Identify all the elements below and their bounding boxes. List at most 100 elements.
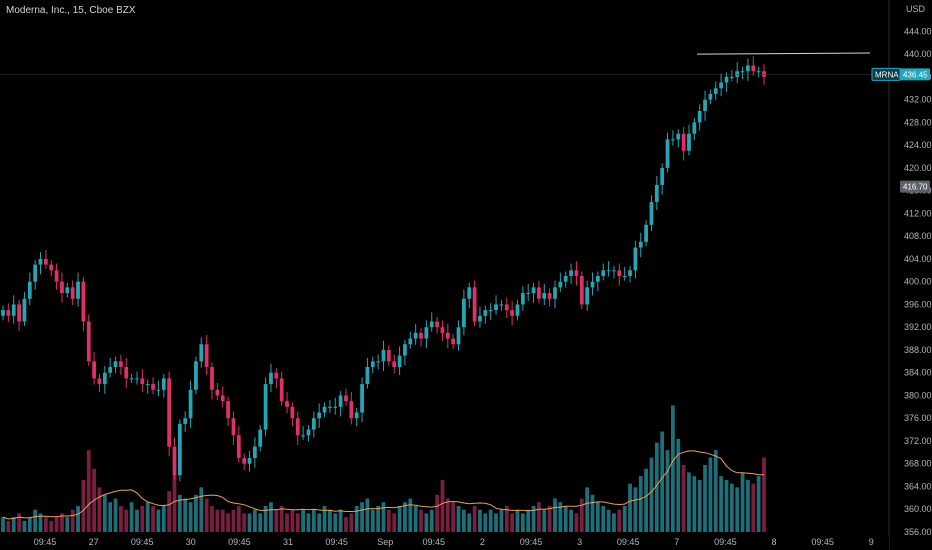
candle-body bbox=[740, 71, 745, 73]
candle-body bbox=[724, 76, 729, 83]
volume-bar bbox=[167, 491, 172, 532]
volume-bar bbox=[751, 483, 756, 532]
volume-bar bbox=[102, 494, 107, 532]
price-tick-label: 444.00 bbox=[904, 26, 932, 36]
volume-bar bbox=[660, 431, 665, 532]
candle-body bbox=[676, 133, 681, 140]
candle-body bbox=[172, 446, 177, 476]
volume-bar bbox=[306, 513, 311, 532]
candle-body bbox=[435, 321, 439, 328]
volume-bar bbox=[585, 487, 590, 532]
volume-bar bbox=[547, 505, 552, 532]
time-axis-panel[interactable] bbox=[0, 535, 889, 550]
candle-body bbox=[301, 435, 305, 437]
candle-body bbox=[365, 367, 370, 385]
candle-body bbox=[204, 344, 209, 368]
volume-bar bbox=[654, 442, 659, 532]
volume-bar bbox=[301, 509, 305, 532]
volume-bar bbox=[328, 509, 332, 532]
volume-bar bbox=[633, 487, 638, 532]
volume-bar bbox=[161, 505, 166, 532]
price-tick-label: 356.00 bbox=[904, 527, 932, 537]
volume-bar bbox=[713, 450, 718, 532]
symbol-tag-label: MRNA bbox=[875, 70, 899, 79]
candle-body bbox=[360, 384, 364, 413]
candle-body bbox=[649, 202, 654, 225]
price-tick-label: 376.00 bbox=[904, 413, 932, 423]
volume-bar bbox=[376, 505, 381, 532]
candle-body bbox=[692, 122, 697, 134]
volume-bar bbox=[644, 468, 648, 532]
candle-body bbox=[751, 65, 756, 72]
volume-bar bbox=[494, 513, 498, 532]
volume-bar bbox=[344, 517, 348, 532]
candle-body bbox=[215, 389, 220, 396]
volume-bar bbox=[6, 520, 11, 532]
candle-body bbox=[236, 435, 241, 459]
volume-bar bbox=[708, 457, 713, 532]
candle-body bbox=[445, 332, 450, 339]
volume-bar bbox=[563, 505, 568, 532]
candle-body bbox=[108, 367, 113, 373]
volume-bar bbox=[622, 505, 627, 532]
volume-bar bbox=[531, 505, 536, 532]
candle-body bbox=[317, 412, 322, 419]
candle-body bbox=[515, 304, 520, 316]
volume-bar bbox=[86, 450, 91, 532]
time-axis-ticks: 09:45 27 09:45 30 09:45 31 09:45 Sep 09:45 2 09:45… bbox=[34, 537, 874, 547]
candle-body bbox=[70, 287, 75, 299]
volume-bar bbox=[649, 457, 654, 532]
price-tick-label: 372.00 bbox=[904, 436, 932, 446]
volume-bar bbox=[719, 476, 724, 532]
candle-body bbox=[429, 321, 434, 328]
volume-bar bbox=[424, 513, 429, 532]
volume-bar bbox=[43, 517, 48, 532]
volume-bar bbox=[349, 513, 354, 532]
volume-bar bbox=[1, 517, 5, 532]
volume-bar bbox=[381, 502, 386, 532]
volume-bar bbox=[419, 509, 423, 532]
candle-body bbox=[617, 270, 622, 276]
candle-body bbox=[595, 276, 600, 282]
volume-bar bbox=[558, 502, 563, 532]
candle-body bbox=[354, 412, 359, 419]
candlesticks bbox=[1, 56, 766, 482]
volume-bar bbox=[413, 505, 418, 532]
candle-body bbox=[279, 378, 284, 402]
candle-body bbox=[92, 361, 96, 379]
volume-bar bbox=[370, 509, 375, 532]
volume-bar bbox=[242, 513, 247, 532]
candle-body bbox=[424, 327, 429, 339]
candle-body bbox=[542, 293, 547, 299]
volume-bar bbox=[322, 505, 327, 532]
candle-body bbox=[735, 71, 740, 77]
price-tick-label: 408.00 bbox=[904, 231, 932, 241]
volume-bar bbox=[70, 509, 75, 532]
candle-body bbox=[285, 401, 289, 407]
volume-bar bbox=[204, 498, 209, 532]
candle-body bbox=[140, 378, 145, 385]
candle-body bbox=[226, 401, 230, 419]
volume-bar bbox=[27, 517, 32, 532]
candle-body bbox=[590, 281, 595, 288]
candle-body bbox=[188, 389, 193, 419]
candle-body bbox=[376, 361, 381, 363]
volume-bar bbox=[285, 513, 289, 532]
volume-bar bbox=[665, 450, 670, 532]
volume-bar bbox=[579, 498, 584, 532]
candle-body bbox=[601, 270, 606, 276]
price-axis-panel[interactable] bbox=[889, 0, 932, 550]
horizontal-trend-line[interactable] bbox=[696, 52, 871, 55]
volume-bar bbox=[269, 502, 273, 532]
candle-body bbox=[81, 281, 86, 322]
symbol-price-tag: MRNA 436.45 bbox=[871, 67, 930, 81]
time-tick-label: 27 bbox=[89, 537, 99, 547]
volume-bar bbox=[119, 505, 123, 532]
candle-body bbox=[386, 349, 391, 362]
volume-bar bbox=[365, 498, 370, 532]
candle-body bbox=[60, 281, 64, 294]
candle-body bbox=[547, 293, 552, 299]
volume-bar bbox=[392, 513, 397, 532]
volume-bar bbox=[676, 438, 681, 532]
